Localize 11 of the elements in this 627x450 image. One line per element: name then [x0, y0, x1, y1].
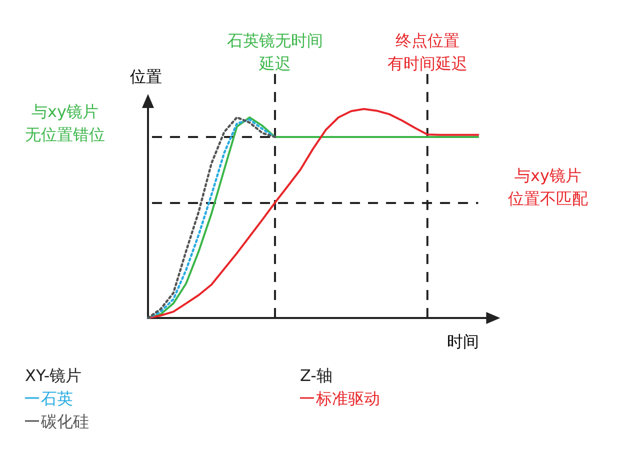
legend-label: 碳化硅 — [40, 412, 89, 431]
ref-line-label: 与xy镜片无位置错位 — [25, 102, 105, 144]
text: Z-轴 — [300, 366, 332, 385]
text: XY-镜片 — [25, 366, 82, 385]
ref-line-label: 与xy镜片位置不匹配 — [508, 166, 588, 208]
text: 终点位置有时间延迟 — [387, 31, 468, 73]
text: 石英镜无时间延迟 — [227, 31, 323, 73]
legend-label: 石英 — [41, 389, 73, 408]
legend-label: 标准驱动 — [315, 389, 380, 408]
x-axis-title: 时间 — [447, 332, 479, 351]
y-axis-title: 位置 — [130, 67, 162, 86]
